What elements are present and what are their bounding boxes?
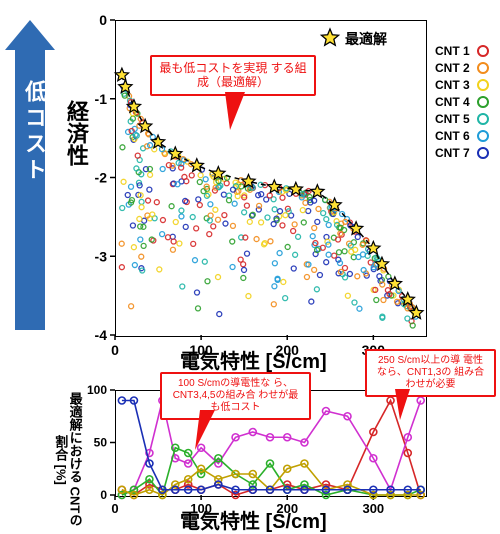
bottom-xlabel: 電気特性 [S/cm] xyxy=(180,505,327,534)
bottom-callout-2-pointer xyxy=(0,0,500,529)
